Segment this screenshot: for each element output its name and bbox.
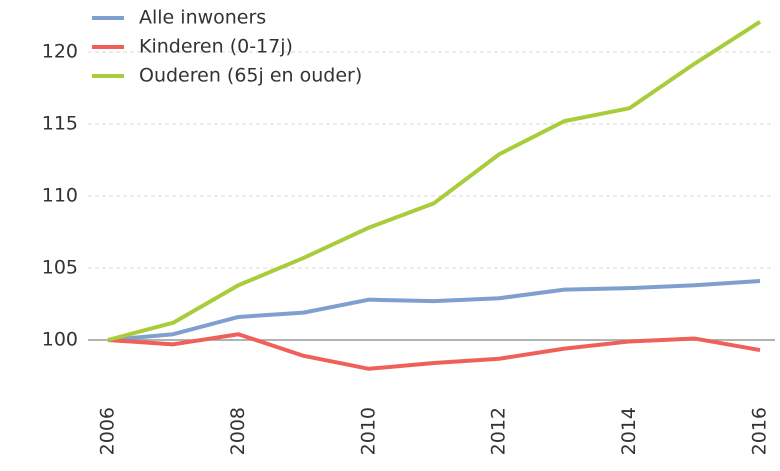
series-line [107,278,761,342]
y-tick-label: 115 [42,113,78,135]
x-tick-label: 2016 [749,407,771,455]
y-tick-label: 120 [42,41,78,63]
x-tick-label: 2010 [357,407,379,455]
x-tick-label: 2014 [618,407,640,455]
y-tick-label: 105 [42,257,78,279]
legend-label: Ouderen (65j en ouder) [139,65,362,87]
x-tick-label: 2012 [488,407,510,455]
legend-label: Kinderen (0-17j) [139,36,293,58]
y-tick-label: 100 [42,329,78,351]
series-line [107,20,762,342]
x-tick-label: 2006 [97,407,119,455]
series-line [107,332,761,371]
legend-label: Alle inwoners [139,7,266,29]
y-tick-label: 110 [42,185,78,207]
x-tick-label: 2008 [227,407,249,455]
